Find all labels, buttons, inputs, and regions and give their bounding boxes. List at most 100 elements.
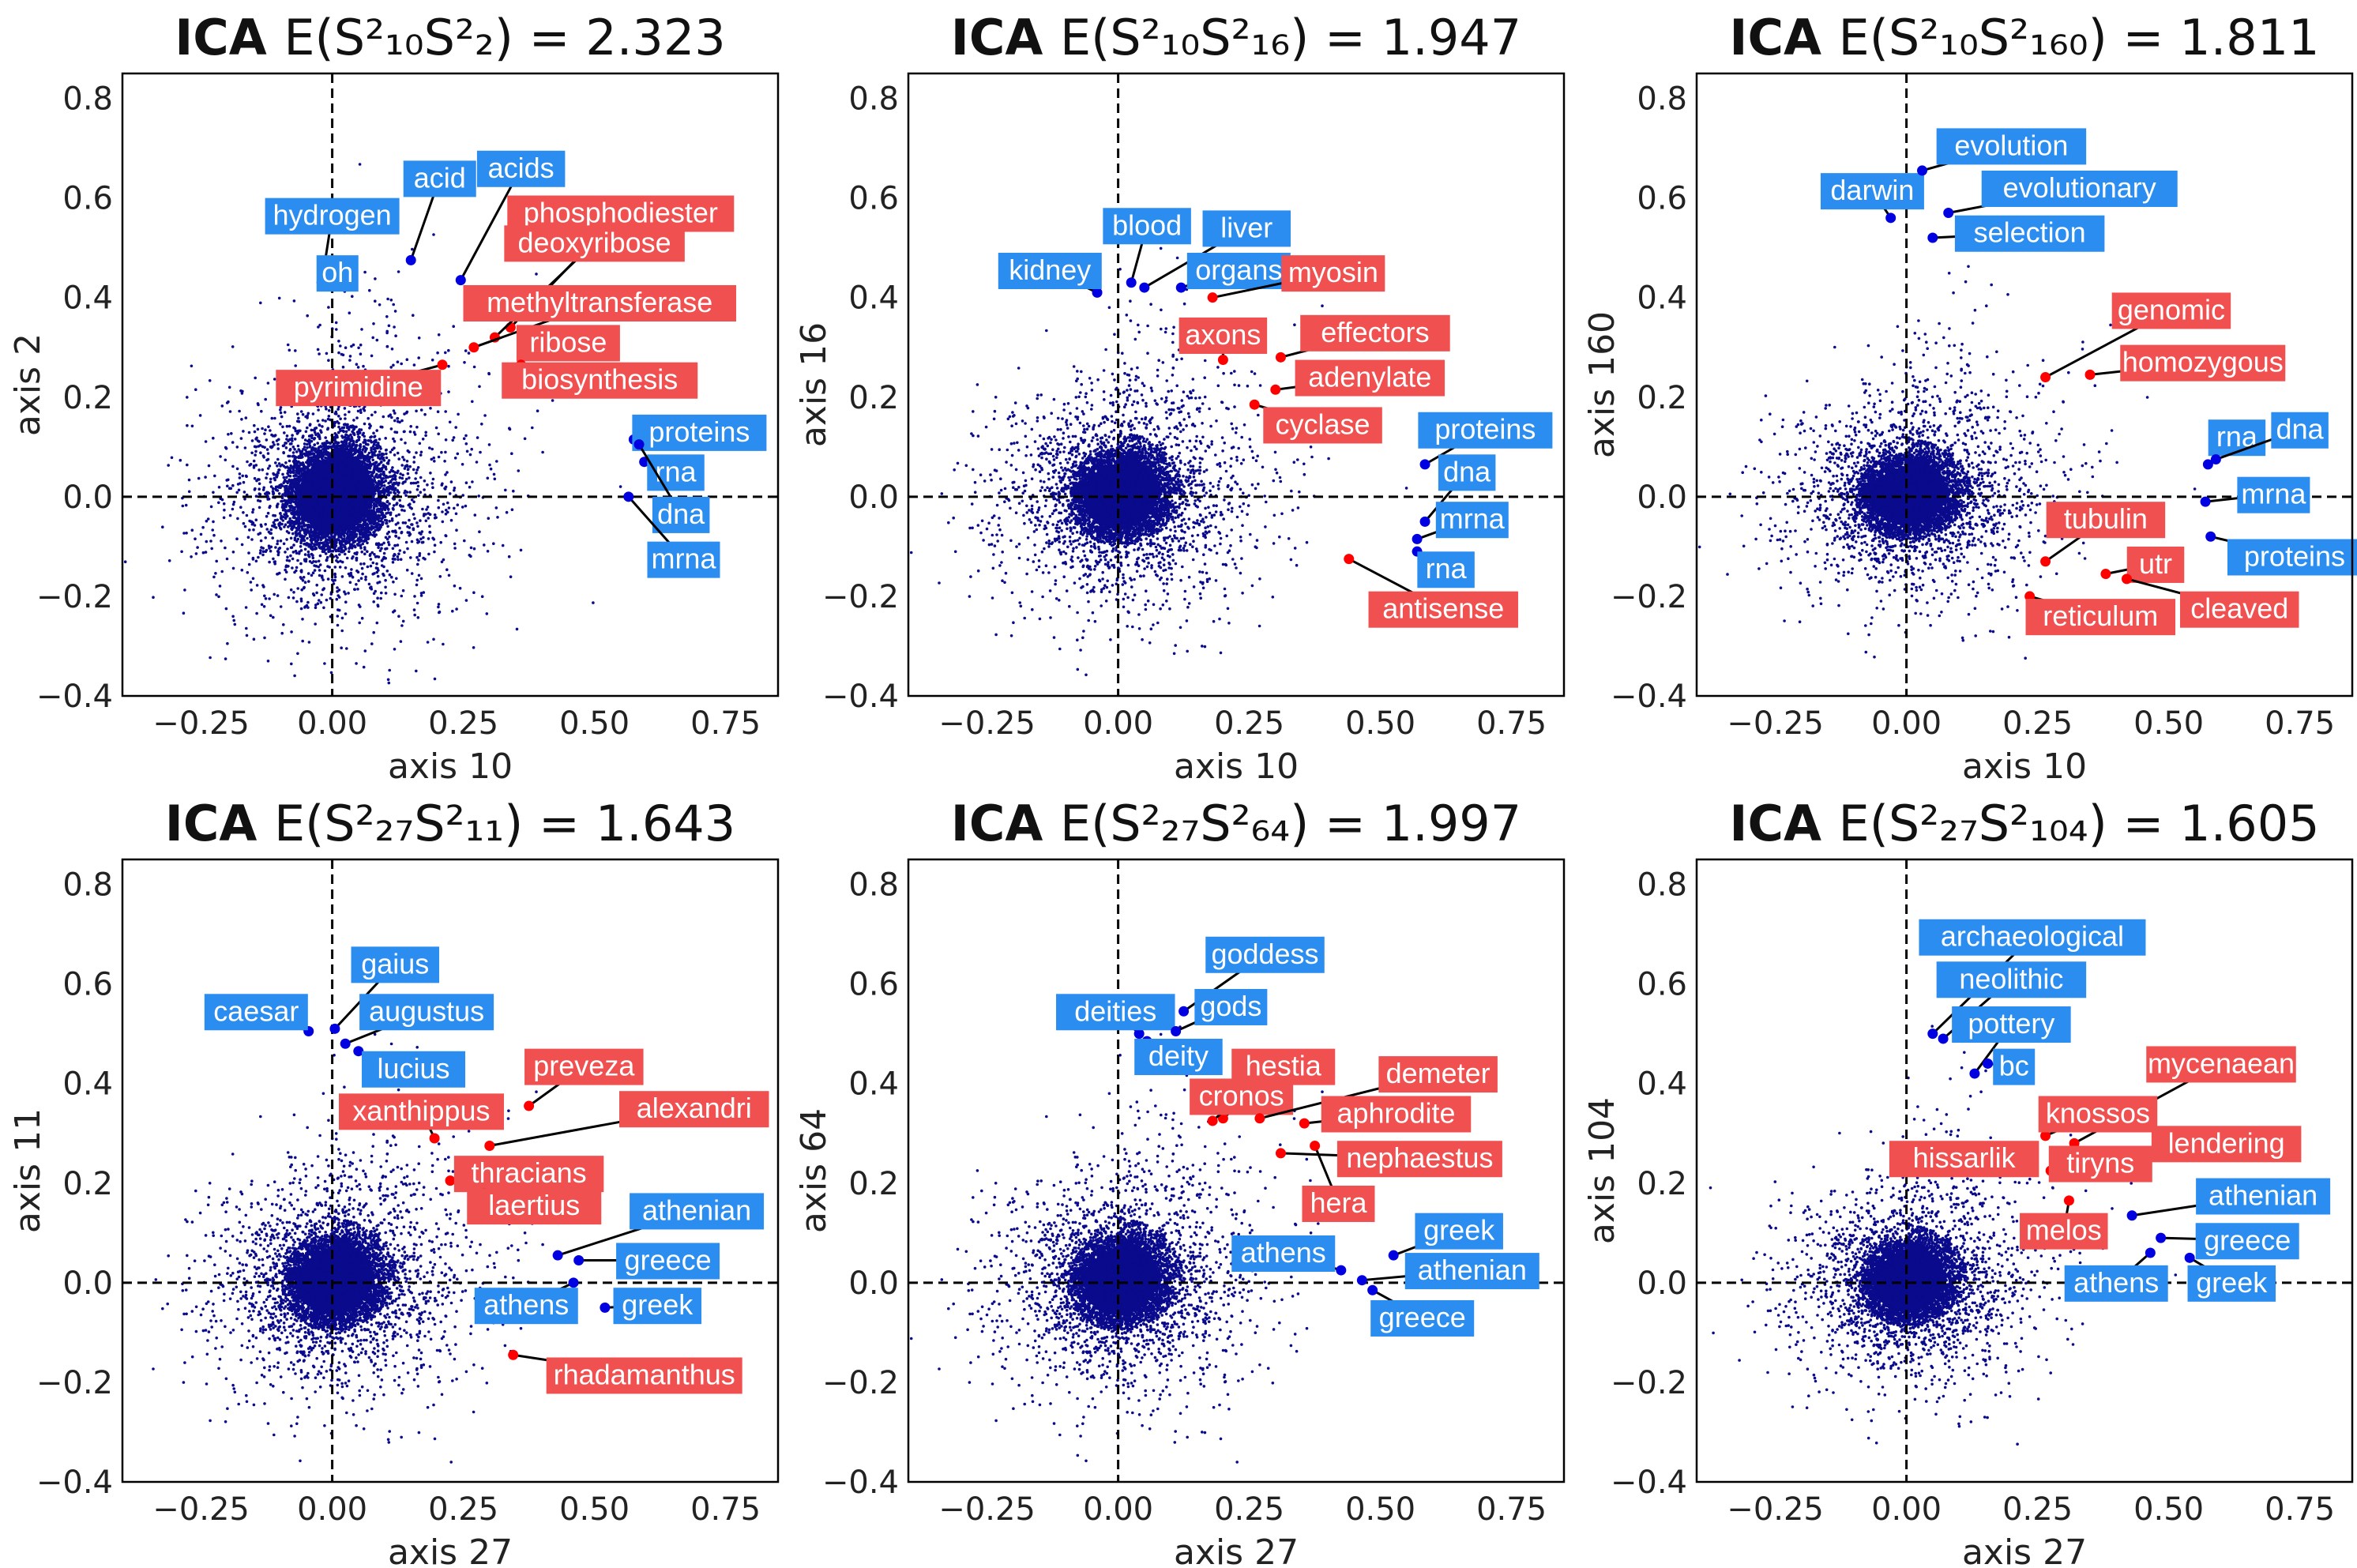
data-point — [453, 547, 457, 550]
data-point — [470, 547, 473, 550]
data-point — [417, 485, 420, 488]
data-point — [302, 413, 305, 416]
data-point — [318, 536, 321, 540]
data-point — [268, 506, 271, 510]
data-point — [238, 410, 241, 413]
data-point — [327, 306, 330, 309]
data-point — [393, 498, 396, 501]
data-point — [363, 562, 366, 566]
data-point — [465, 442, 468, 446]
data-point — [359, 408, 363, 412]
data-point — [406, 569, 409, 572]
data-point — [390, 299, 393, 302]
data-point — [375, 562, 378, 566]
data-point — [364, 578, 367, 581]
data-point — [258, 483, 261, 486]
data-point — [385, 453, 388, 456]
data-point — [305, 431, 308, 434]
ica-figure: ICA E(S²₁₀S²₂) = 2.323hydrogenohacid acid… — [0, 0, 2357, 1568]
data-point — [429, 513, 432, 516]
data-point — [260, 525, 263, 528]
data-point — [314, 431, 317, 434]
data-point — [250, 452, 254, 455]
data-point — [384, 519, 387, 522]
data-point — [413, 608, 416, 611]
data-point — [341, 436, 344, 439]
data-point — [397, 615, 400, 618]
data-point — [424, 434, 427, 438]
data-point — [272, 472, 275, 476]
data-point — [483, 543, 486, 547]
data-point — [221, 404, 224, 408]
data-point — [411, 572, 414, 575]
data-point — [354, 552, 357, 555]
data-point — [361, 617, 364, 620]
data-point — [186, 424, 189, 427]
data-point — [209, 656, 212, 660]
data-point — [471, 400, 474, 404]
data-point — [377, 575, 380, 578]
data-point — [312, 557, 315, 560]
data-point — [287, 344, 290, 347]
data-point — [232, 551, 235, 554]
chart-panel-1: ICA E(S²₁₀S²₂) = 2.323hydrogenohacid acid… — [8, 9, 778, 787]
data-point — [423, 488, 426, 491]
data-point — [384, 579, 387, 582]
data-point — [383, 552, 386, 555]
data-point — [344, 346, 348, 349]
data-point — [325, 440, 329, 443]
data-point — [297, 461, 300, 464]
data-point — [336, 586, 339, 589]
data-point — [318, 599, 321, 602]
data-point — [360, 577, 363, 580]
data-point — [394, 492, 397, 495]
data-point — [408, 465, 412, 468]
data-point — [388, 536, 391, 539]
data-point — [283, 476, 286, 479]
data-point — [502, 544, 505, 547]
data-point — [450, 480, 453, 483]
data-point — [245, 627, 248, 630]
data-point — [314, 560, 318, 563]
data-point — [535, 273, 538, 276]
data-point — [445, 438, 448, 442]
data-point — [229, 514, 232, 517]
data-point — [254, 453, 257, 457]
data-point — [273, 479, 276, 482]
data-point — [263, 605, 266, 608]
data-point — [344, 417, 347, 420]
data-point — [374, 528, 378, 532]
data-point — [413, 595, 416, 598]
data-point — [386, 525, 389, 528]
data-point — [259, 549, 262, 552]
data-point — [364, 576, 367, 579]
data-point — [399, 472, 402, 476]
data-point — [248, 528, 251, 532]
data-point — [355, 662, 358, 665]
data-point — [453, 487, 457, 490]
data-point — [346, 557, 349, 560]
data-point — [397, 457, 400, 461]
data-point — [280, 406, 283, 409]
data-point — [306, 427, 309, 430]
data-point — [392, 303, 395, 306]
data-point — [356, 588, 359, 591]
data-point — [290, 537, 293, 540]
data-point — [394, 334, 397, 337]
data-point — [453, 585, 457, 588]
data-point — [374, 533, 378, 536]
panel-title: ICA E(S²₁₀S²₂) = 2.323 — [175, 9, 726, 66]
data-point — [473, 547, 476, 551]
data-point — [476, 436, 479, 439]
data-point — [444, 352, 447, 355]
data-point — [390, 576, 393, 579]
data-point — [253, 460, 256, 463]
data-point — [434, 678, 437, 681]
data-point — [234, 623, 237, 626]
data-point — [397, 270, 400, 273]
data-point — [418, 337, 421, 340]
data-point — [290, 663, 293, 666]
data-point — [259, 451, 262, 454]
data-point — [223, 502, 226, 506]
data-point — [454, 426, 457, 429]
